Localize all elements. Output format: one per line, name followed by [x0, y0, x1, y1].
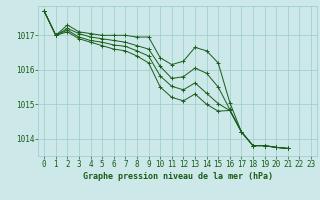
- X-axis label: Graphe pression niveau de la mer (hPa): Graphe pression niveau de la mer (hPa): [83, 172, 273, 181]
